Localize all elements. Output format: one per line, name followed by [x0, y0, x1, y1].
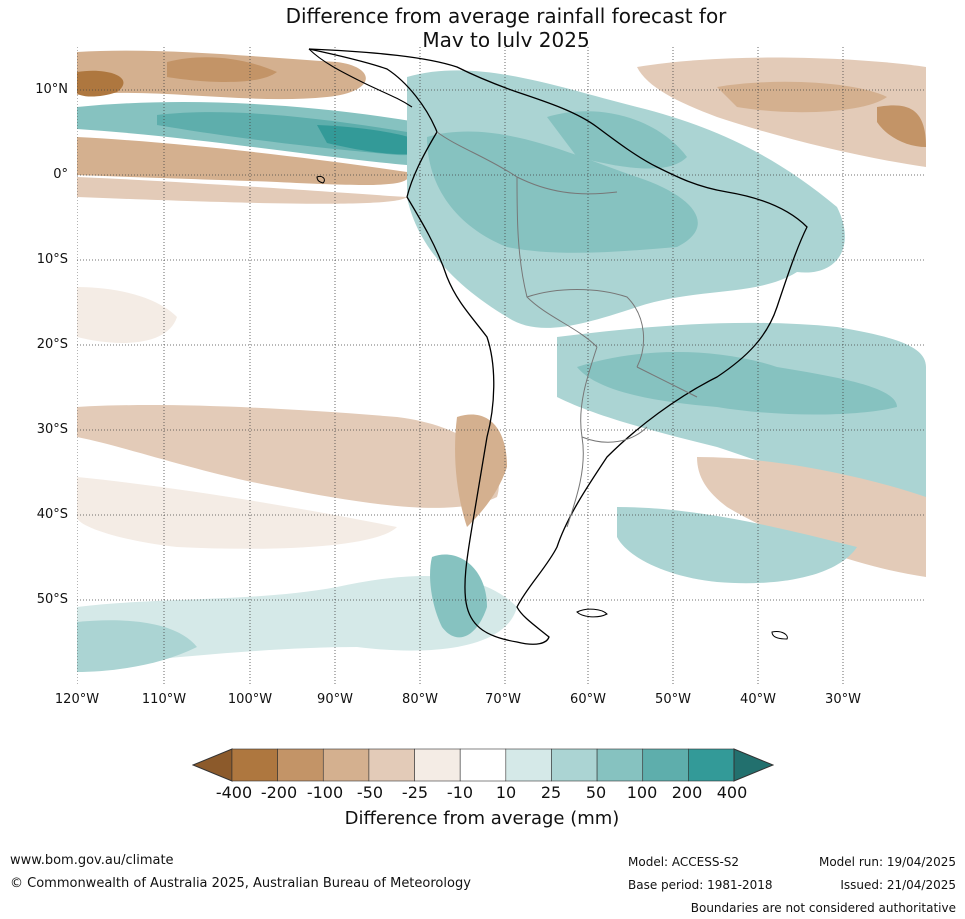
islands [316, 176, 788, 640]
anomaly-shading [77, 50, 926, 672]
footer-disclaimer: Boundaries are not considered authoritat… [690, 901, 956, 915]
lat-label-10n: 10°N [35, 82, 68, 97]
dry-core-north [77, 70, 124, 97]
lon-label-40w: 40°W [740, 692, 776, 707]
colorbar-segment [368, 748, 415, 782]
colorbar-tick-50: 50 [585, 783, 607, 802]
lon-label-80w: 80°W [402, 692, 438, 707]
colorbar-tick-200: 200 [671, 783, 703, 802]
dry-atlantic-north [637, 57, 926, 167]
colorbar-tick-m400: -400 [215, 783, 253, 802]
footer-model-run: Model run: 19/04/2025 [818, 855, 956, 869]
footer-copyright: © Commonwealth of Australia 2025, Austra… [10, 876, 471, 891]
lon-label-100w: 100°W [227, 692, 273, 707]
lat-label-50s: 50°S [36, 592, 68, 607]
footer-url: www.bom.gov.au/climate [10, 853, 174, 868]
lon-label-50w: 50°W [655, 692, 691, 707]
dry-atlantic-east [877, 105, 926, 147]
country-borders [436, 131, 698, 528]
colorbar-label: Difference from average (mm) [344, 808, 620, 829]
footer-model: Model: ACCESS-S2 [628, 855, 740, 869]
colorbar-segment [414, 748, 461, 782]
lat-label-0: 0° [53, 167, 68, 182]
lon-label-90w: 90°W [317, 692, 353, 707]
colorbar-segment [322, 748, 370, 782]
wet-south-pacific-core [77, 620, 197, 672]
rainfall-map [77, 47, 926, 685]
colorbar-tick-400: 400 [716, 783, 748, 802]
lat-label-10s: 10°S [36, 252, 68, 267]
dry-pacific-light [77, 287, 177, 343]
colorbar-segment [231, 748, 278, 782]
chart-title: Difference from average rainfall forecas… [0, 4, 965, 52]
wet-max-itcz [317, 125, 432, 155]
central-america-coastline [308, 48, 413, 108]
colorbar-segments [192, 748, 774, 782]
colorbar-segment [505, 748, 552, 782]
lon-label-110w: 110°W [141, 692, 187, 707]
dry-pacific-light-2 [77, 477, 397, 549]
colorbar-extend-high [733, 748, 774, 782]
colorbar-segment [551, 748, 598, 782]
map-canvas [77, 47, 926, 685]
colorbar-segment [688, 748, 735, 782]
title-line-1: Difference from average rainfall forecas… [285, 4, 727, 28]
lat-label-20s: 20°S [36, 337, 68, 352]
colorbar-tick-10: 10 [495, 783, 517, 802]
dry-band-equator [77, 137, 409, 185]
dry-fringe-equator [77, 177, 407, 204]
wet-south-atlantic [617, 507, 857, 584]
lat-label-30s: 30°S [36, 422, 68, 437]
colorbar-segment [596, 748, 644, 782]
colorbar-segment [642, 748, 689, 782]
colorbar [192, 748, 774, 782]
lon-label-120w: 120°W [54, 692, 100, 707]
dry-atlantic-north-core [717, 81, 887, 113]
dry-pacific-south [77, 405, 499, 508]
colorbar-tick-25: 25 [540, 783, 562, 802]
colorbar-segment [459, 748, 507, 782]
lon-label-70w: 70°W [485, 692, 521, 707]
lon-label-30w: 30°W [825, 692, 861, 707]
lon-label-60w: 60°W [570, 692, 606, 707]
colorbar-tick-m100: -100 [306, 783, 344, 802]
footer-base-period: Base period: 1981-2018 [628, 878, 773, 892]
graticule [77, 47, 926, 685]
dry-south-atlantic [697, 457, 926, 577]
colorbar-tick-m25: -25 [401, 783, 429, 802]
colorbar-tick-m50: -50 [356, 783, 384, 802]
footer-issued: Issued: 21/04/2025 [840, 878, 956, 892]
colorbar-tick-m200: -200 [260, 783, 298, 802]
colorbar-tick-100: 100 [626, 783, 658, 802]
colorbar-tick-m10: -10 [446, 783, 474, 802]
wet-patagonia [430, 554, 487, 638]
lat-label-40s: 40°S [36, 507, 68, 522]
colorbar-extend-low [192, 748, 233, 782]
wet-south-brazil-inner [577, 352, 897, 415]
dry-band-north-mid [167, 57, 277, 82]
wet-northeast [547, 111, 687, 169]
south-america-coastline [308, 48, 808, 645]
colorbar-segment [277, 748, 324, 782]
